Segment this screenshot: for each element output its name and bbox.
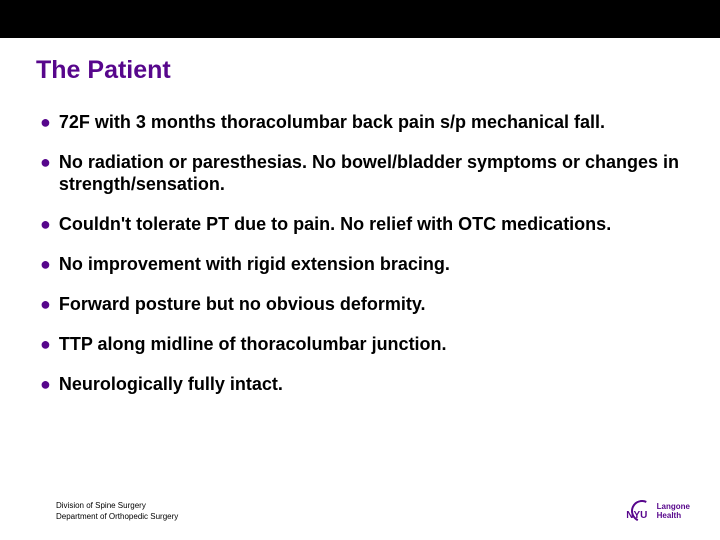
bullet-item: ● No radiation or paresthesias. No bowel…	[40, 151, 680, 195]
bullet-item: ● No improvement with rigid extension br…	[40, 253, 680, 275]
logo-line-2: Health	[657, 511, 690, 520]
bullet-dot-icon: ●	[40, 293, 51, 315]
bullet-dot-icon: ●	[40, 373, 51, 395]
nyu-logo: NYU Langone Health	[631, 500, 690, 522]
bullet-item: ● Forward posture but no obvious deformi…	[40, 293, 680, 315]
bullet-dot-icon: ●	[40, 253, 51, 275]
bullet-item: ● 72F with 3 months thoracolumbar back p…	[40, 111, 680, 133]
bullet-item: ● Neurologically fully intact.	[40, 373, 680, 395]
footer-line-1: Division of Spine Surgery	[56, 500, 178, 511]
bullet-dot-icon: ●	[40, 151, 51, 173]
logo-arc-icon: NYU	[628, 497, 656, 525]
bullet-item: ● TTP along midline of thoracolumbar jun…	[40, 333, 680, 355]
bullet-text: No radiation or paresthesias. No bowel/b…	[59, 151, 680, 195]
footer: Division of Spine Surgery Department of …	[56, 500, 690, 522]
footer-text: Division of Spine Surgery Department of …	[56, 500, 178, 522]
bullet-text: Neurologically fully intact.	[59, 373, 283, 395]
logo-brand: NYU	[626, 510, 647, 521]
bullet-text: Forward posture but no obvious deformity…	[59, 293, 426, 315]
bullet-text: Couldn't tolerate PT due to pain. No rel…	[59, 213, 611, 235]
footer-line-2: Department of Orthopedic Surgery	[56, 511, 178, 522]
bullet-dot-icon: ●	[40, 333, 51, 355]
slide-title: The Patient	[36, 56, 720, 85]
bullet-item: ● Couldn't tolerate PT due to pain. No r…	[40, 213, 680, 235]
bullet-text: No improvement with rigid extension brac…	[59, 253, 450, 275]
logo-line-1: Langone	[657, 502, 690, 511]
bullet-dot-icon: ●	[40, 213, 51, 235]
bullet-text: TTP along midline of thoracolumbar junct…	[59, 333, 447, 355]
top-bar	[0, 0, 720, 38]
bullet-list: ● 72F with 3 months thoracolumbar back p…	[40, 111, 680, 395]
logo-text: Langone Health	[657, 502, 690, 520]
bullet-dot-icon: ●	[40, 111, 51, 133]
bullet-text: 72F with 3 months thoracolumbar back pai…	[59, 111, 605, 133]
